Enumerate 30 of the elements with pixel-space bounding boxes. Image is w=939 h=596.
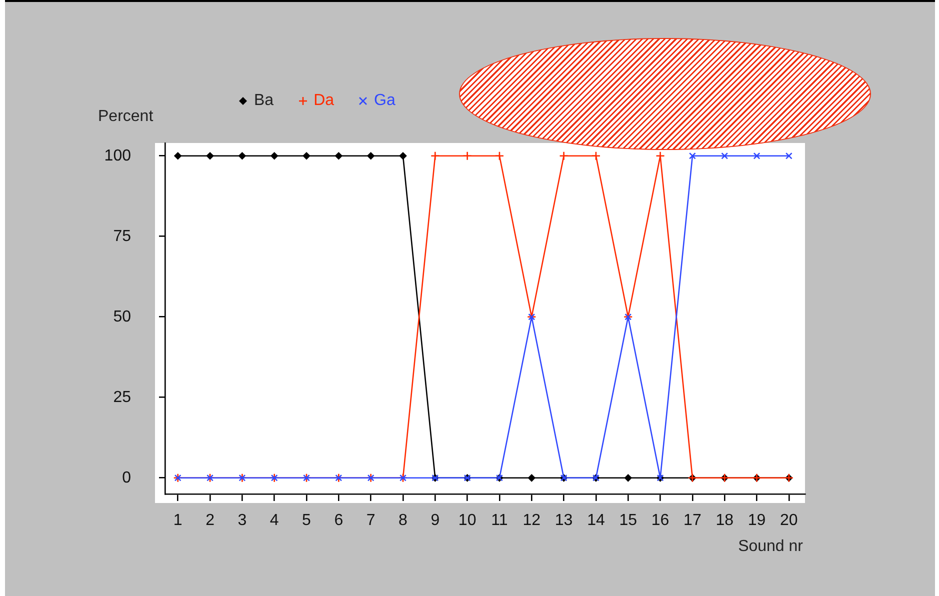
- x-tick-label: 20: [780, 512, 798, 530]
- y-tick-label: 25: [113, 388, 132, 406]
- x-axis-title: Sound nr: [738, 538, 803, 556]
- y-tick-label: 0: [122, 469, 132, 486]
- x-tick-label: 6: [334, 512, 344, 530]
- legend-label: Ga: [374, 92, 396, 110]
- y-tick-label: 100: [104, 147, 132, 164]
- x-tick-label: 13: [554, 512, 573, 530]
- x-tick-label: 2: [206, 512, 215, 530]
- x-tick-label: 9: [430, 512, 440, 530]
- x-tick-label: 19: [748, 512, 766, 530]
- x-tick-label: 11: [491, 512, 508, 530]
- legend-label: Da: [314, 92, 334, 110]
- y-tick-label: 75: [113, 228, 132, 245]
- y-axis-title: Percent: [98, 108, 154, 126]
- x-tick-label: 4: [270, 512, 279, 530]
- x-tick-label: 16: [651, 512, 670, 530]
- x-tick-label: 5: [302, 512, 312, 530]
- x-tick-label: 7: [366, 512, 376, 530]
- x-tick-label: 3: [238, 512, 247, 530]
- x-tick-label: 8: [398, 512, 408, 530]
- y-tick-label: 50: [113, 308, 132, 326]
- x-tick-label: 12: [522, 512, 541, 530]
- x-tick-label: 17: [684, 512, 702, 530]
- x-tick-label: 15: [619, 512, 638, 530]
- x-tick-label: 10: [458, 512, 476, 530]
- x-tick-label: 18: [716, 512, 734, 530]
- x-tick-label: 14: [587, 512, 605, 530]
- x-tick-label: 1: [173, 512, 182, 530]
- legend-label: Ba: [254, 92, 274, 110]
